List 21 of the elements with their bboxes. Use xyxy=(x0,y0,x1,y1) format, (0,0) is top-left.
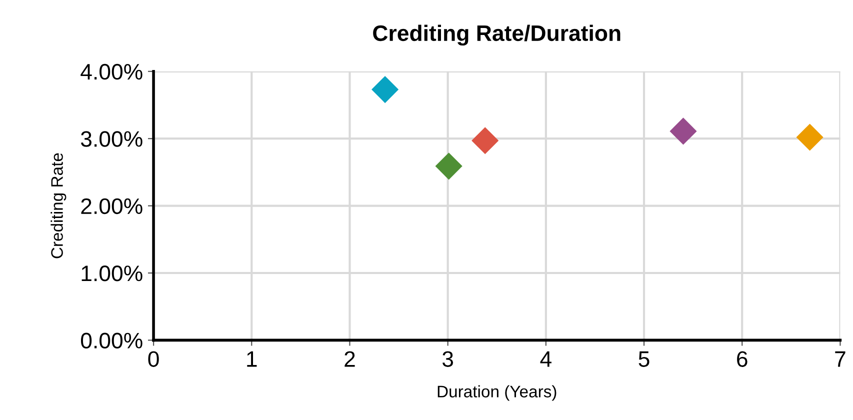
x-tick-label: 6 xyxy=(737,351,748,367)
chart-title: Crediting Rate/Duration xyxy=(373,24,620,46)
y-tick-label: 0.00% xyxy=(80,332,142,348)
x-axis-title: Duration (Years) xyxy=(438,385,556,401)
point xyxy=(670,118,697,145)
x-tick-label: 0 xyxy=(148,351,159,367)
x-tick-label: 1 xyxy=(247,351,257,367)
x-tick-label: 7 xyxy=(835,351,846,367)
y-tick-label: 4.00% xyxy=(80,64,142,80)
x-tick-label: 3 xyxy=(442,351,454,367)
point xyxy=(372,76,399,104)
point xyxy=(472,127,499,154)
x-tick-label: 4 xyxy=(540,351,552,367)
x-tick-label: 5 xyxy=(638,351,650,367)
x-tick-label: 2 xyxy=(344,351,355,367)
point xyxy=(796,124,824,151)
y-tick-label: 1.00% xyxy=(82,266,142,282)
point xyxy=(435,152,462,180)
y-tick-label: 3.00% xyxy=(80,131,142,147)
y-axis-title: Crediting Rate xyxy=(50,153,66,258)
y-tick-label: 2.00% xyxy=(81,198,142,214)
